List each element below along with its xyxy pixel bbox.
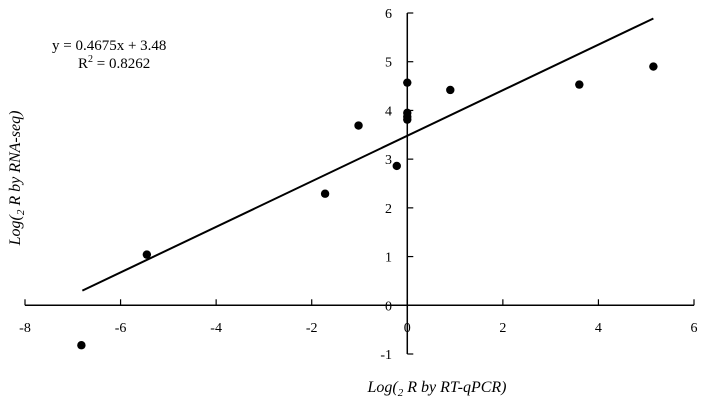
x-tick-label: -8 [19, 321, 31, 336]
x-tick-label: 4 [595, 321, 602, 336]
x-tick-label: 6 [691, 321, 698, 336]
trendline-group [81, 17, 654, 292]
trendline [81, 17, 654, 292]
x-tick-label: 0 [404, 321, 411, 336]
y-axis-title: Log(2 R by RNA-seq) [7, 111, 27, 247]
y-tick-label: 1 [385, 251, 392, 266]
y-axis-title-suffix: R by RNA-seq) [7, 111, 24, 210]
x-tick-label: -2 [306, 321, 318, 336]
y-tick-label: 2 [385, 202, 392, 217]
data-point [649, 62, 658, 71]
data-point [575, 80, 584, 89]
y-tick-label: 4 [385, 104, 392, 119]
y-tick-label: 5 [385, 56, 392, 71]
y-tick-label: 0 [385, 299, 392, 314]
x-axis-title-prefix: Log( [367, 379, 400, 396]
y-tick-label: 3 [385, 153, 392, 168]
data-point [403, 78, 412, 87]
trendline-equation: y = 0.4675x + 3.48 [52, 38, 166, 54]
x-axis-title: Log(2 R by RT-qPCR) [367, 379, 507, 399]
r-squared-value: = 0.8262 [93, 56, 150, 72]
x-axis-title-suffix: R by RT-qPCR) [403, 379, 506, 396]
data-points [77, 62, 658, 350]
tick-marks [24, 12, 695, 355]
data-point [392, 161, 401, 171]
data-point [446, 85, 455, 95]
r-squared-r: R [78, 56, 88, 72]
data-point [77, 341, 86, 350]
y-axis-title-prefix: Log( [7, 214, 24, 247]
x-tick-label: -4 [210, 321, 222, 336]
y-tick-label: 6 [385, 7, 392, 22]
tick-labels: -8 -6 -4 -2 0 2 4 6 -1 0 1 2 3 4 5 6 [19, 7, 697, 363]
r-squared-sup: 2 [88, 54, 93, 65]
data-point [142, 250, 152, 259]
y-tick-label: -1 [380, 348, 392, 363]
data-point [320, 189, 330, 198]
x-axis-title-sub: 2 [398, 387, 404, 399]
x-tick-label: 2 [499, 321, 506, 336]
r-squared-label: R2 = 0.8262 [78, 54, 150, 72]
data-point [403, 108, 412, 118]
y-axis-title-sub: 2 [15, 209, 27, 215]
axes [25, 13, 694, 354]
x-tick-label: -6 [115, 321, 127, 336]
data-point [354, 121, 363, 130]
